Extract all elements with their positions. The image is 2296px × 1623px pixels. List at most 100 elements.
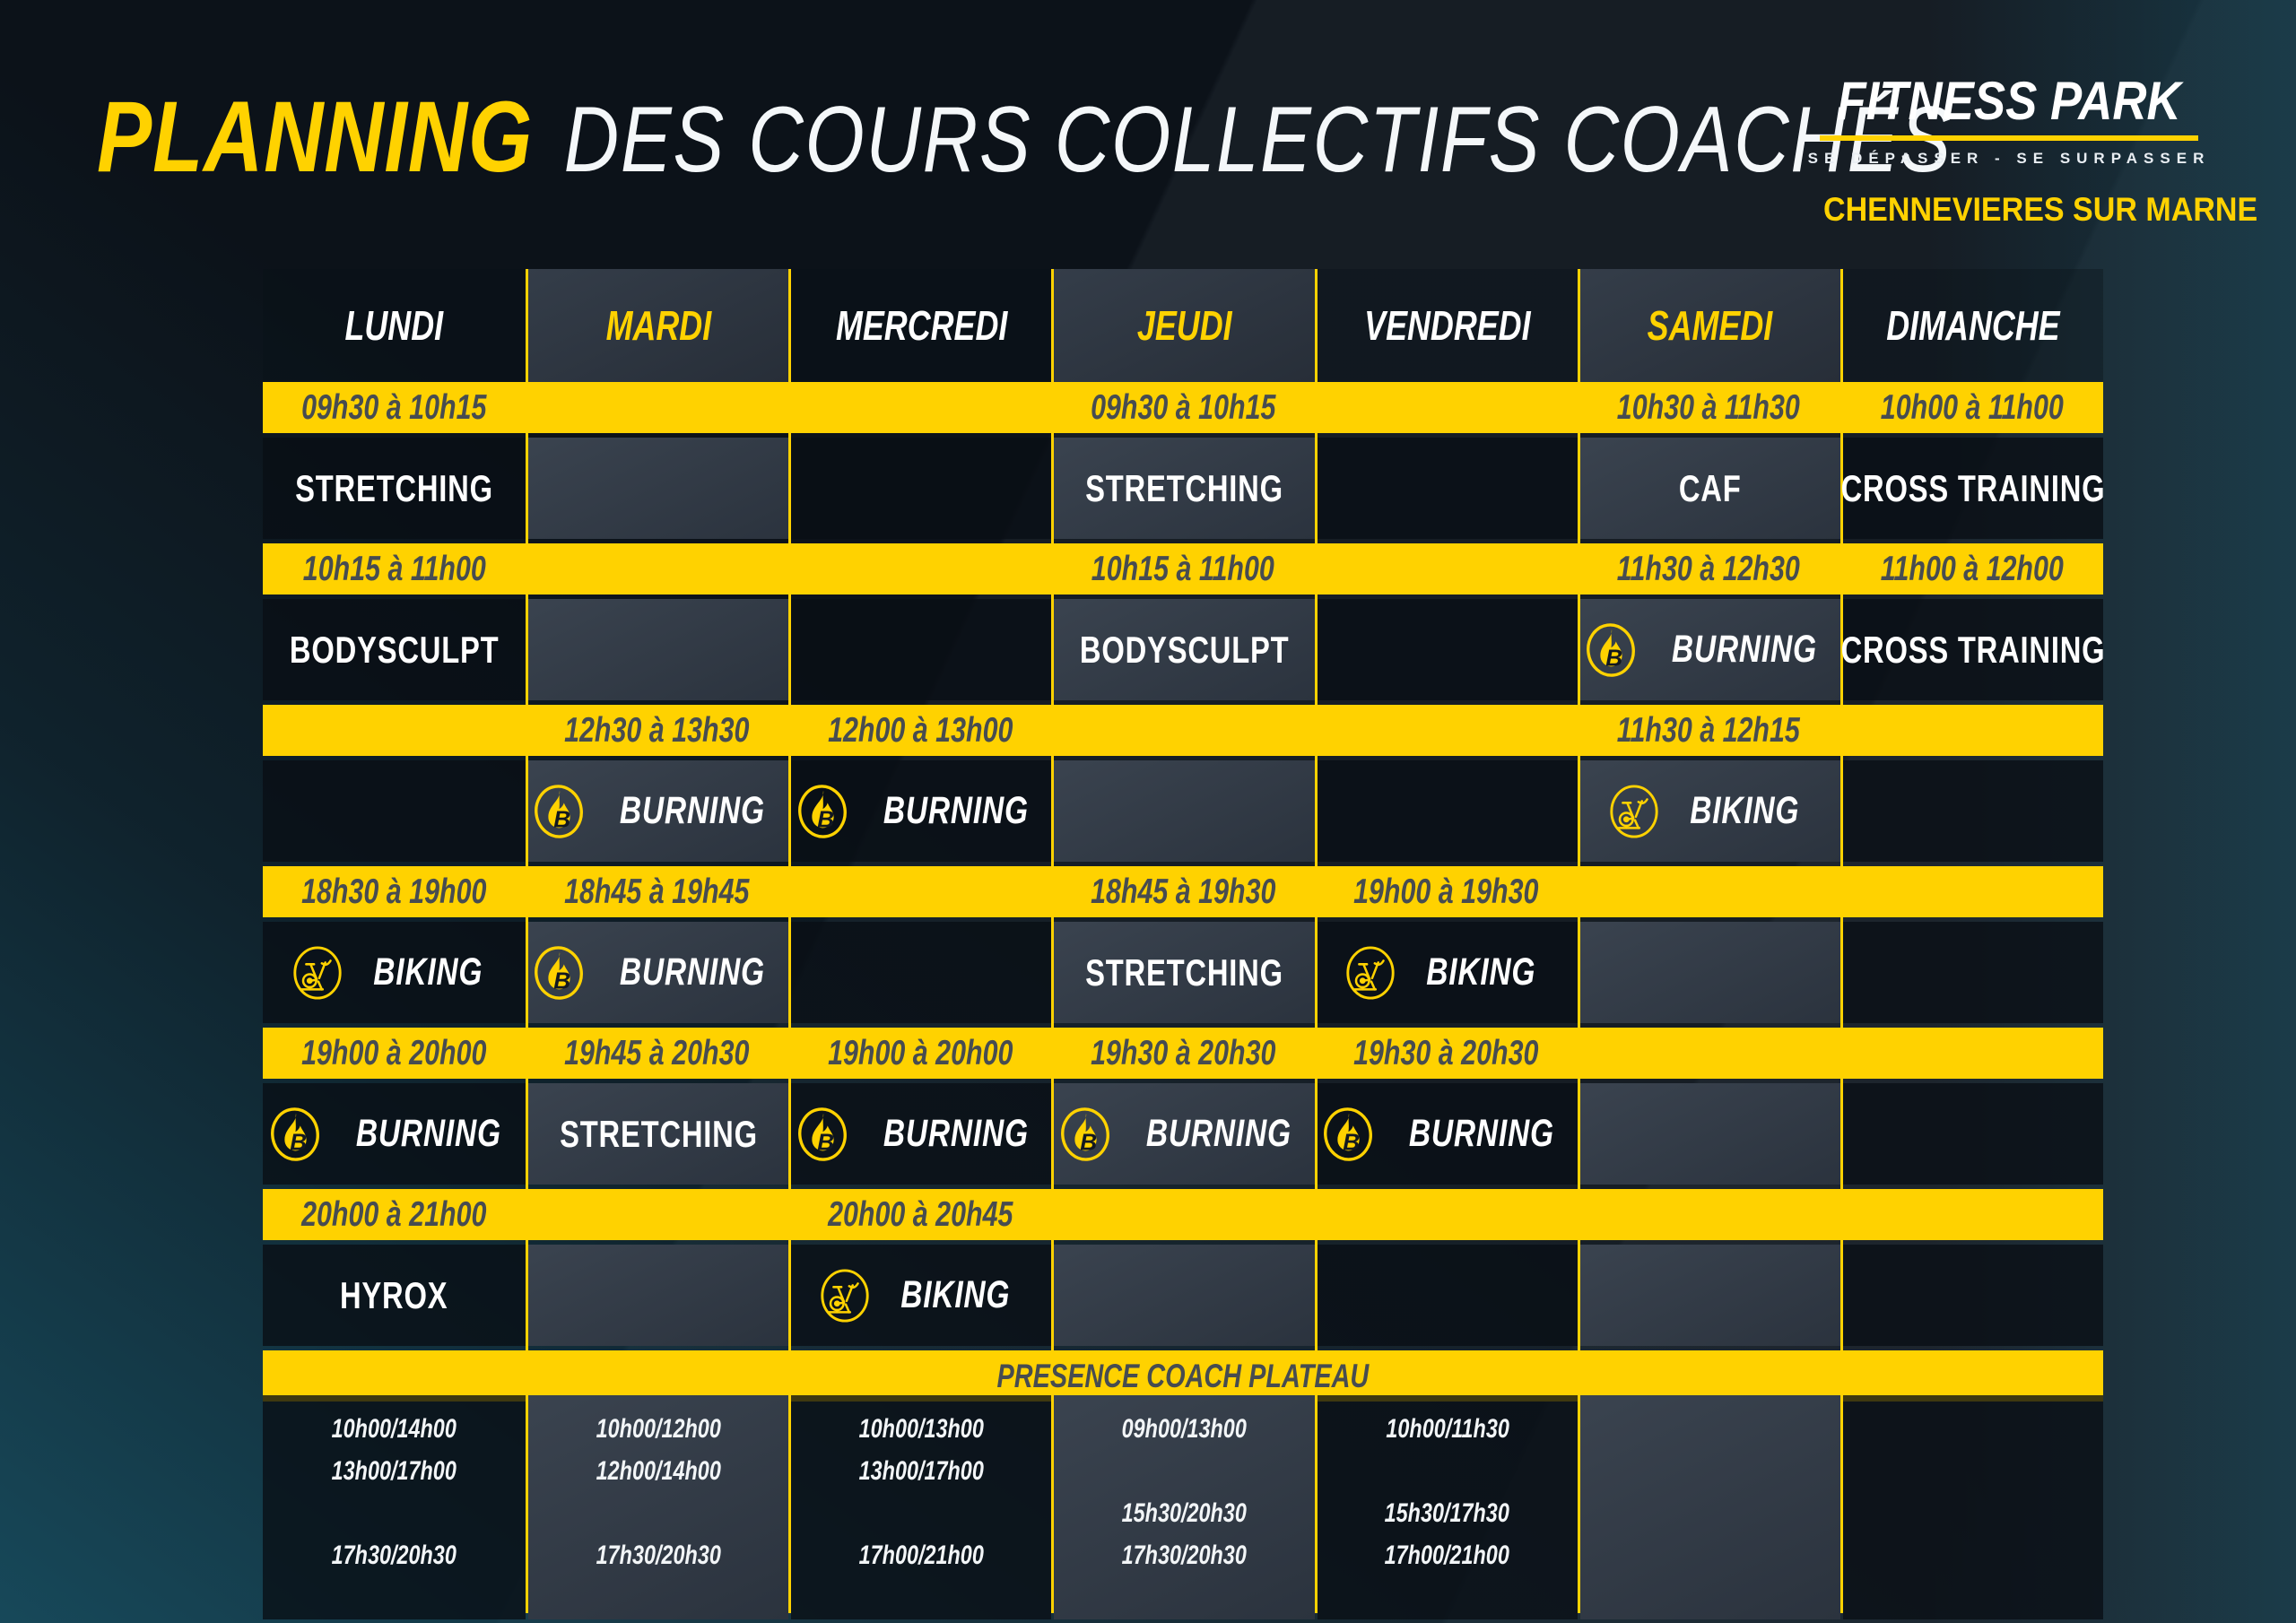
presence-panel — [1842, 1395, 2103, 1619]
class-panel — [1317, 438, 1578, 539]
class-label: BURNING — [620, 950, 766, 994]
day-header-dimanche: DIMANCHE — [1839, 269, 2103, 382]
time-cell: 18h30 à 19h00 — [263, 866, 526, 917]
day-header-mercredi: MERCREDI — [788, 269, 1052, 382]
class-cell — [1314, 595, 1578, 705]
class-panel: BIKING — [263, 922, 526, 1023]
presence-time: 17h00/21h00 — [1385, 1541, 1510, 1570]
class-panel: B BURNING — [263, 1083, 526, 1185]
time-cell — [1578, 1028, 1840, 1079]
brand-tagline: SE DÉPASSER - SE SURPASSER — [1807, 150, 2211, 167]
class-panel — [528, 599, 789, 700]
class-cell: B BURNING — [788, 1079, 1052, 1189]
time-label: 11h00 à 12h00 — [1880, 549, 2064, 588]
class-cell: STRETCHING — [526, 1079, 789, 1189]
class-cell: BIKING — [1577, 756, 1840, 866]
time-cell: 19h30 à 20h30 — [1315, 1028, 1578, 1079]
class-label: BODYSCULPT — [1079, 628, 1290, 671]
svg-text:B: B — [1080, 1128, 1097, 1155]
class-row: HYROX BIKING — [263, 1240, 2103, 1350]
class-panel — [1579, 1245, 1840, 1346]
class-panel — [1842, 760, 2103, 862]
time-label: 20h00 à 20h45 — [827, 1194, 1013, 1234]
time-cell: 19h30 à 20h30 — [1051, 1028, 1314, 1079]
presence-time — [1708, 1492, 1714, 1534]
time-cell: 11h30 à 12h15 — [1578, 705, 1840, 756]
class-label: BURNING — [1671, 628, 1817, 671]
time-label: 19h00 à 20h00 — [301, 1033, 487, 1072]
time-label: 09h30 à 10h15 — [1090, 387, 1276, 427]
class-panel: CROSS TRAINING — [1840, 599, 2105, 700]
time-label: 09h30 à 10h15 — [301, 387, 487, 427]
class-cell — [788, 433, 1052, 543]
burning-icon: B — [1583, 622, 1639, 678]
time-cell — [788, 543, 1051, 595]
class-cell — [1839, 1240, 2103, 1350]
time-cell — [1315, 382, 1578, 433]
class-panel — [1842, 922, 2103, 1023]
class-panel: B BURNING — [528, 922, 789, 1023]
day-header-jeudi: JEUDI — [1051, 269, 1315, 382]
day-label: VENDREDI — [1363, 302, 1531, 349]
class-panel: B BURNING — [1579, 599, 1840, 700]
time-cell: 09h30 à 10h15 — [1051, 382, 1314, 433]
time-cell: 11h00 à 12h00 — [1840, 543, 2103, 595]
presence-time: 13h00/17h00 — [858, 1456, 984, 1486]
class-cell: B BURNING — [526, 917, 789, 1028]
page-title: PLANNING DES COURS COLLECTIFS COACHÉS — [97, 79, 1952, 195]
class-label: STRETCHING — [295, 466, 493, 509]
class-label: BIKING — [900, 1273, 1011, 1316]
svg-text:B: B — [1343, 1128, 1360, 1155]
class-label: BURNING — [1408, 1112, 1554, 1155]
time-label: 19h00 à 20h00 — [827, 1033, 1013, 1072]
class-panel: STRETCHING — [1054, 922, 1315, 1023]
time-label: 12h30 à 13h30 — [564, 710, 750, 750]
class-panel: STRETCHING — [1054, 438, 1315, 539]
time-bar-row: 10h15 à 11h00 10h15 à 11h00 11h30 à 12h30 1… — [263, 543, 2103, 595]
class-row: BIKING B BURNING STRETCHING BIKING — [263, 917, 2103, 1028]
class-cell: B BURNING — [1577, 595, 1840, 705]
time-cell — [1840, 705, 2103, 756]
class-panel: B BURNING — [791, 1083, 1052, 1185]
presence-time: 10h00/13h00 — [858, 1414, 984, 1444]
day-label: SAMEDI — [1647, 302, 1773, 349]
burning-icon: B — [267, 1107, 323, 1162]
time-cell — [526, 1189, 788, 1240]
class-panel — [528, 1245, 789, 1346]
time-label: 19h30 à 20h30 — [1352, 1033, 1539, 1072]
class-cell — [1839, 917, 2103, 1028]
class-cell — [1051, 1240, 1315, 1350]
brand-location: CHENNEVIERES SUR MARNE — [1823, 191, 2258, 228]
presence-time — [1708, 1450, 1714, 1492]
time-cell: 19h00 à 19h30 — [1315, 866, 1578, 917]
class-row: B BURNING B BURNING BIKING — [263, 756, 2103, 866]
presence-coach-bar: PRESENCE COACH PLATEAU — [263, 1350, 2103, 1402]
class-panel — [1579, 1083, 1840, 1185]
class-panel — [1842, 1083, 2103, 1185]
presence-panel: 10h00/13h00 13h00/17h00 17h00/21h00 — [791, 1395, 1052, 1619]
time-label: 12h00 à 13h00 — [827, 710, 1013, 750]
burning-icon: B — [795, 784, 850, 839]
time-cell: 19h00 à 20h00 — [263, 1028, 526, 1079]
presence-time: 17h30/20h30 — [596, 1541, 721, 1570]
presence-time: 10h00/14h00 — [331, 1414, 457, 1444]
class-cell — [1577, 1240, 1840, 1350]
time-label: 10h30 à 11h30 — [1617, 387, 1801, 427]
biking-icon — [1606, 784, 1662, 839]
time-bar-row: 19h00 à 20h00 19h45 à 20h30 19h00 à 20h00 1… — [263, 1028, 2103, 1079]
svg-text:B: B — [817, 805, 834, 832]
class-label: BURNING — [883, 789, 1029, 832]
time-cell — [526, 543, 788, 595]
class-label: STRETCHING — [1085, 466, 1283, 509]
presence-time — [918, 1492, 925, 1534]
class-cell: BIKING — [263, 917, 526, 1028]
time-cell: 20h00 à 21h00 — [263, 1189, 526, 1240]
class-row: STRETCHING STRETCHING CAF CROSS TRAINING — [263, 433, 2105, 543]
day-label: MARDI — [605, 302, 712, 349]
time-cell: 19h00 à 20h00 — [788, 1028, 1051, 1079]
class-cell: B BURNING — [526, 756, 789, 866]
presence-panel: 10h00/12h00 12h00/14h00 17h30/20h30 — [528, 1395, 789, 1619]
class-cell — [526, 433, 789, 543]
burning-icon: B — [531, 784, 587, 839]
